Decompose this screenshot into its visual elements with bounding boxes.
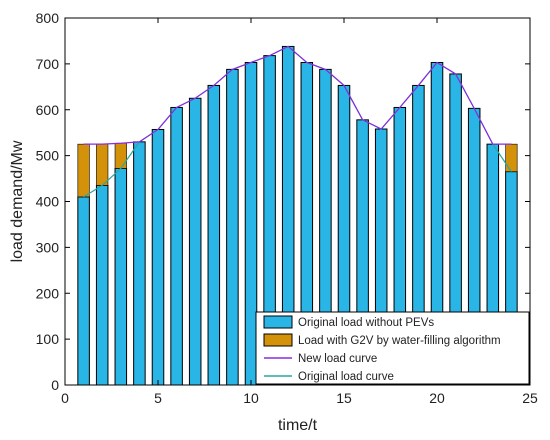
bar-original	[226, 68, 239, 386]
legend-label: Original load curve	[298, 371, 394, 383]
y-tick-label: 400	[36, 194, 60, 210]
y-tick-label: 300	[36, 239, 60, 255]
y-tick-label: 800	[36, 10, 60, 26]
x-axis-label: time/t	[278, 417, 318, 434]
x-tick-label: 25	[522, 390, 538, 406]
y-tick-label: 0	[51, 377, 59, 393]
x-tick-label: 20	[429, 390, 445, 406]
legend-label: Load with G2V by water-filling algorithm	[298, 335, 501, 347]
y-tick-label: 500	[36, 148, 60, 164]
legend-box	[255, 311, 530, 385]
bar-original	[244, 61, 258, 386]
bar-original	[77, 196, 90, 386]
bar-original	[170, 106, 183, 386]
bar-original	[95, 184, 109, 386]
bar-g2v	[77, 143, 90, 198]
lines-layer	[83, 45, 512, 198]
x-tick-label: 10	[243, 390, 259, 406]
y-tick-label: 700	[36, 56, 60, 72]
legend-bar-swatch	[263, 315, 293, 329]
bar-g2v	[114, 142, 127, 169]
bar-original	[188, 97, 202, 386]
axes-layer: 0 5 10 15 20 25 0 100 200 300 400 500 600 700 800	[36, 10, 538, 406]
legend-bar-swatch	[263, 333, 293, 347]
y-tick-label: 600	[36, 102, 60, 118]
bar-g2v	[96, 143, 109, 186]
x-tick-label: 5	[154, 390, 162, 406]
legend: Original load without PEVs Load with G2V …	[255, 311, 530, 385]
bar-original	[207, 84, 221, 386]
x-tick-label: 15	[336, 390, 352, 406]
x-tick-label: 0	[61, 390, 69, 406]
bar-original	[133, 141, 146, 386]
y-tick-label: 100	[36, 331, 60, 347]
legend-label: Original load without PEVs	[298, 317, 434, 329]
bar-original	[114, 167, 128, 386]
y-tick-label: 200	[36, 285, 60, 301]
bar-g2v	[505, 143, 518, 172]
legend-label: New load curve	[298, 353, 377, 365]
y-axis-label: load demand/Mw	[9, 140, 26, 262]
series-line-new	[83, 45, 512, 145]
bar-original	[151, 128, 165, 386]
